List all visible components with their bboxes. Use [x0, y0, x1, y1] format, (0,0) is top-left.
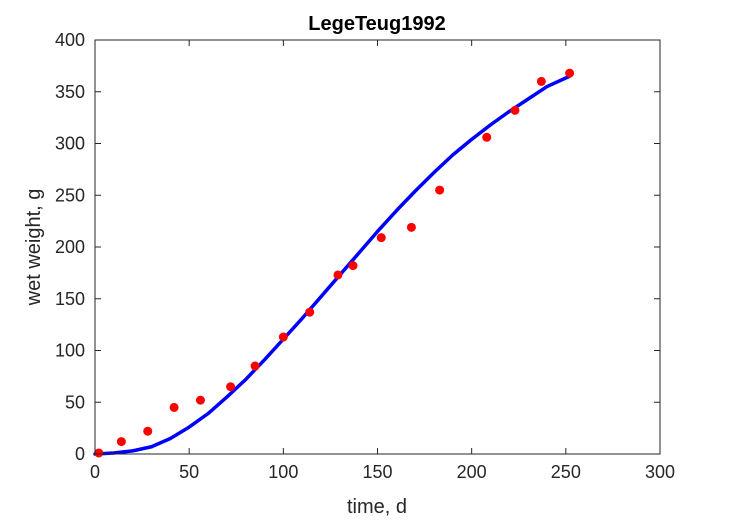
- x-tick-label: 300: [645, 462, 675, 482]
- y-tick-label: 200: [55, 237, 85, 257]
- data-point: [250, 361, 260, 371]
- data-point: [482, 132, 492, 142]
- data-point: [536, 76, 546, 86]
- chart-title: LegeTeug1992: [308, 13, 445, 35]
- axes-box: [94, 39, 661, 455]
- data-point: [278, 332, 288, 342]
- y-tick-label: 400: [55, 30, 85, 50]
- x-tick-label: 200: [457, 462, 487, 482]
- x-tick-label: 250: [551, 462, 581, 482]
- plot-area: [95, 40, 660, 454]
- data-point: [510, 105, 520, 115]
- data-point: [116, 437, 126, 447]
- series-layer: [93, 68, 575, 458]
- y-axis-label: wet weight, g: [23, 189, 45, 307]
- x-axis-label: time, d: [347, 496, 407, 518]
- data-point: [226, 382, 236, 392]
- data-point: [94, 448, 104, 458]
- data-point: [143, 426, 153, 436]
- x-tick-label: 50: [179, 462, 199, 482]
- y-tick-label: 300: [55, 134, 85, 154]
- y-tick-label: 50: [65, 392, 85, 412]
- x-tick-label: 100: [268, 462, 298, 482]
- x-tick-label: 0: [90, 462, 100, 482]
- fit-line: [93, 74, 572, 456]
- data-point: [376, 233, 386, 243]
- data-point: [406, 222, 416, 232]
- data-point: [435, 185, 445, 195]
- y-tick-label: 350: [55, 82, 85, 102]
- data-point: [169, 402, 179, 412]
- data-point: [565, 68, 575, 78]
- x-axis-ticks: 0 50 100 150 200 250 300: [90, 40, 675, 482]
- y-tick-label: 250: [55, 185, 85, 205]
- y-tick-label: 150: [55, 289, 85, 309]
- data-point: [348, 261, 358, 271]
- y-tick-label: 100: [55, 341, 85, 361]
- data-point: [305, 307, 315, 317]
- x-tick-label: 150: [362, 462, 392, 482]
- y-tick-label: 0: [75, 444, 85, 464]
- data-point: [195, 395, 205, 405]
- data-point: [333, 270, 343, 280]
- y-axis-ticks: 0 50 100 150 200 250 300 350 400: [55, 30, 660, 464]
